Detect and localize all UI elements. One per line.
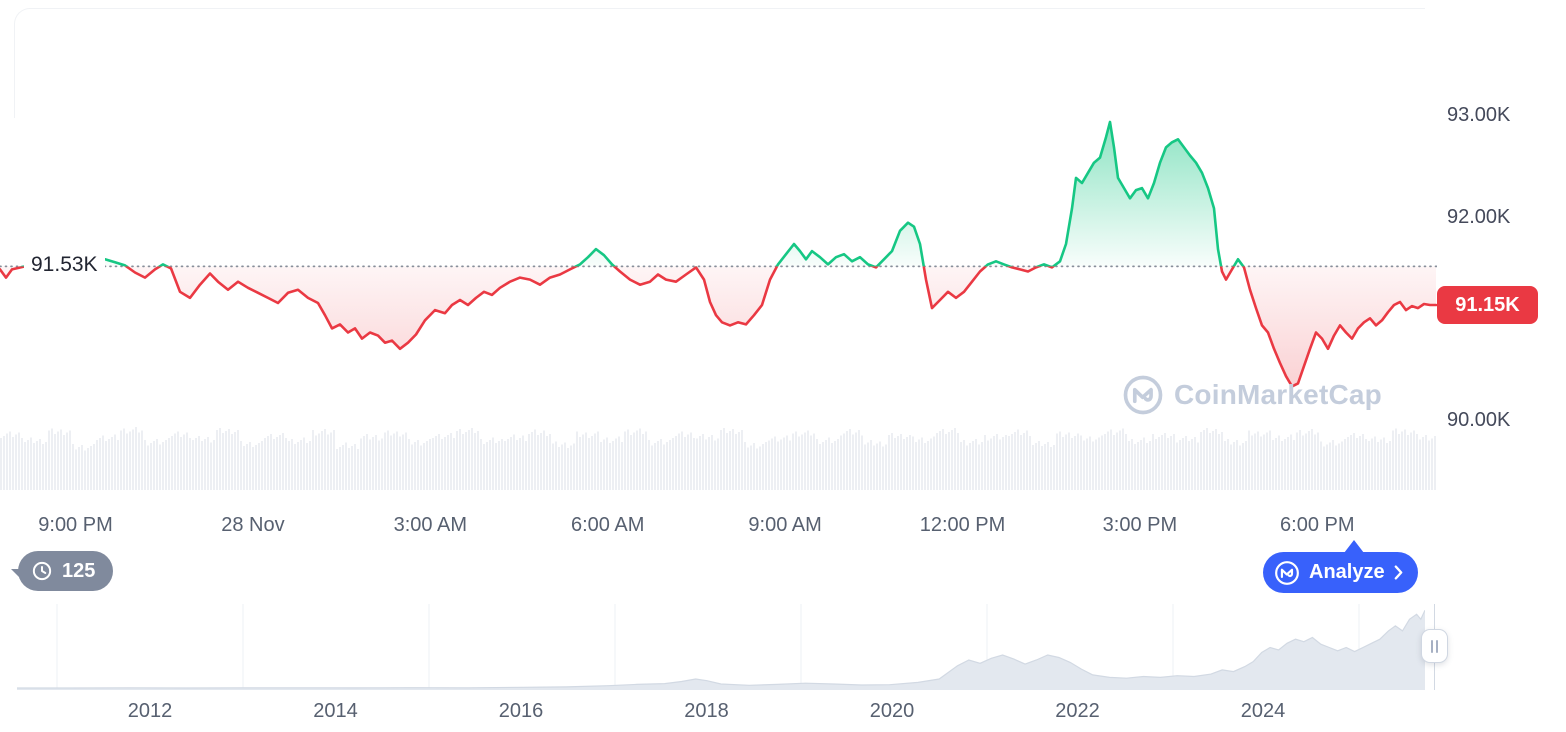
x-tick-label: 3:00 AM: [393, 514, 467, 536]
price-line-up: [19, 120, 1245, 267]
baseline-price-label: 91.53K: [24, 251, 105, 279]
year-tick-label: 2022: [1055, 700, 1100, 722]
y-tick-label: 90.00K: [1447, 409, 1511, 431]
year-tick-label: 2014: [313, 700, 358, 722]
history-pill[interactable]: 125: [10, 551, 114, 591]
y-tick-label: 93.00K: [1447, 103, 1511, 126]
last-price-badge: 91.15K: [1437, 286, 1538, 324]
drag-handle-bar: [1431, 639, 1433, 653]
x-tick-label: 9:00 AM: [748, 514, 822, 536]
analyze-button[interactable]: Analyze: [1263, 552, 1418, 593]
y-tick-label: 92.00K: [1447, 205, 1511, 228]
minimap-area: [17, 610, 1425, 690]
x-tick-label: 28 Nov: [221, 514, 285, 536]
x-tick-label: 12:00 PM: [919, 514, 1006, 536]
minimap-line: [17, 609, 1425, 689]
chevron-right-icon: [1394, 565, 1402, 580]
timeline-minimap[interactable]: [17, 604, 1425, 690]
year-tick-label: 2018: [684, 700, 729, 722]
year-tick-label: 2016: [498, 700, 544, 722]
year-tick-label: 2024: [1240, 700, 1286, 722]
price-line-down: [0, 266, 1437, 388]
year-tick-label: 2020: [869, 700, 915, 722]
history-count: 125: [62, 559, 96, 582]
year-tick-label: 2012: [127, 700, 173, 722]
price-area-up: [25, 122, 1244, 267]
x-tick-label: 9:00 PM: [38, 514, 113, 536]
analyze-tooltip-arrow: [1344, 540, 1364, 553]
coinmarketcap-logo-icon: [1275, 560, 1299, 585]
minimap-drag-handle[interactable]: [1421, 629, 1448, 663]
history-clock-icon: [32, 561, 52, 581]
price-chart[interactable]: [0, 0, 1437, 492]
price-area-down: [0, 266, 1436, 387]
drag-handle-bar: [1436, 639, 1438, 653]
volume-bars: [0, 427, 1436, 490]
chart-card-border: [14, 8, 1425, 118]
x-tick-label: 6:00 PM: [1280, 514, 1355, 536]
x-tick-label: 3:00 PM: [1102, 514, 1178, 536]
analyze-label: Analyze: [1309, 561, 1385, 583]
x-tick-label: 6:00 AM: [570, 514, 645, 536]
